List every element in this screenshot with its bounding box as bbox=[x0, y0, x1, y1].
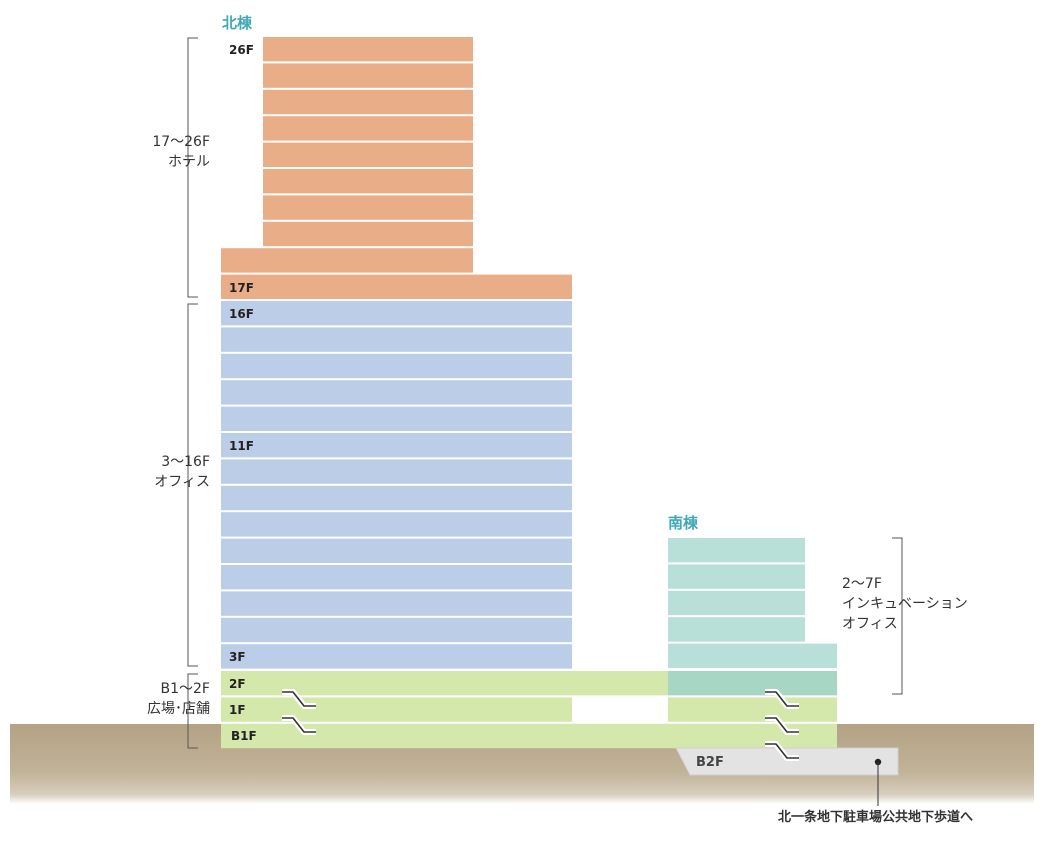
north-building-label: 北棟 bbox=[222, 14, 252, 32]
floor-label-2f: 2F bbox=[229, 677, 246, 691]
hotel-floor bbox=[263, 90, 473, 114]
hotel-floor bbox=[263, 195, 473, 219]
incubation-floor-2f bbox=[668, 671, 837, 695]
hotel-floor bbox=[263, 222, 473, 246]
south-building-label: 南棟 bbox=[668, 514, 698, 532]
zone-hotel-floors: 17～26F bbox=[110, 132, 210, 152]
zone-office-name: オフィス bbox=[110, 472, 210, 492]
south-floor-1f bbox=[668, 697, 837, 721]
office-floor bbox=[221, 301, 572, 325]
floor-label-11f: 11F bbox=[229, 439, 254, 453]
office-floor bbox=[221, 433, 572, 457]
office-floor bbox=[221, 539, 572, 563]
hotel-floor bbox=[263, 116, 473, 140]
office-floor bbox=[221, 354, 572, 378]
incubation-floor bbox=[668, 538, 805, 562]
hotel-floor bbox=[263, 37, 473, 61]
zone-incubation: 2～7F インキュベーション オフィス bbox=[842, 574, 1022, 634]
hotel-floor bbox=[263, 63, 473, 87]
office-floor bbox=[221, 327, 572, 351]
zone-office-floors: 3～16F bbox=[110, 452, 210, 472]
zone-incubation-floors: 2～7F bbox=[842, 574, 1022, 594]
retail-floor-b1f bbox=[221, 724, 837, 748]
office-floor bbox=[221, 618, 572, 642]
hotel-floor bbox=[221, 248, 473, 272]
zone-hotel: 17～26F ホテル bbox=[110, 132, 210, 172]
office-floor bbox=[221, 565, 572, 589]
incubation-floor bbox=[668, 564, 805, 588]
floor-label-26f: 26F bbox=[229, 43, 254, 57]
zone-hotel-name: ホテル bbox=[110, 152, 210, 172]
incubation-floor bbox=[668, 644, 837, 668]
retail-floor-1f bbox=[221, 697, 572, 721]
office-floor bbox=[221, 407, 572, 431]
floor-label-16f: 16F bbox=[229, 307, 254, 321]
office-floor bbox=[221, 380, 572, 404]
zone-incubation-name-line1: インキュベーション bbox=[842, 594, 1022, 614]
floor-label-b2f: B2F bbox=[696, 755, 724, 770]
zone-retail: B1～2F 広場･店舗 bbox=[100, 679, 210, 719]
floor-label-b1f: B1F bbox=[231, 729, 257, 743]
zone-retail-floors: B1～2F bbox=[100, 679, 210, 699]
floor-label-3f: 3F bbox=[229, 650, 246, 664]
hotel-floor bbox=[263, 169, 473, 193]
incubation-floor bbox=[668, 617, 805, 641]
south-building-floors bbox=[668, 538, 837, 722]
hotel-floor bbox=[221, 275, 572, 299]
zone-retail-name: 広場･店舗 bbox=[100, 699, 210, 719]
office-floor bbox=[221, 459, 572, 483]
office-floor bbox=[221, 591, 572, 615]
zone-incubation-name-line2: オフィス bbox=[842, 614, 1022, 634]
incubation-floor bbox=[668, 591, 805, 615]
office-floor bbox=[221, 644, 572, 668]
zone-office: 3～16F オフィス bbox=[110, 452, 210, 492]
underground-walkway-note: 北一条地下駐車場公共地下歩道へ bbox=[778, 810, 973, 826]
office-floor bbox=[221, 512, 572, 536]
hotel-floor bbox=[263, 143, 473, 167]
floor-label-1f: 1F bbox=[229, 703, 246, 717]
office-floor bbox=[221, 486, 572, 510]
floor-label-17f: 17F bbox=[229, 281, 254, 295]
north-office-floors bbox=[221, 301, 572, 669]
north-hotel-floors bbox=[221, 37, 572, 299]
